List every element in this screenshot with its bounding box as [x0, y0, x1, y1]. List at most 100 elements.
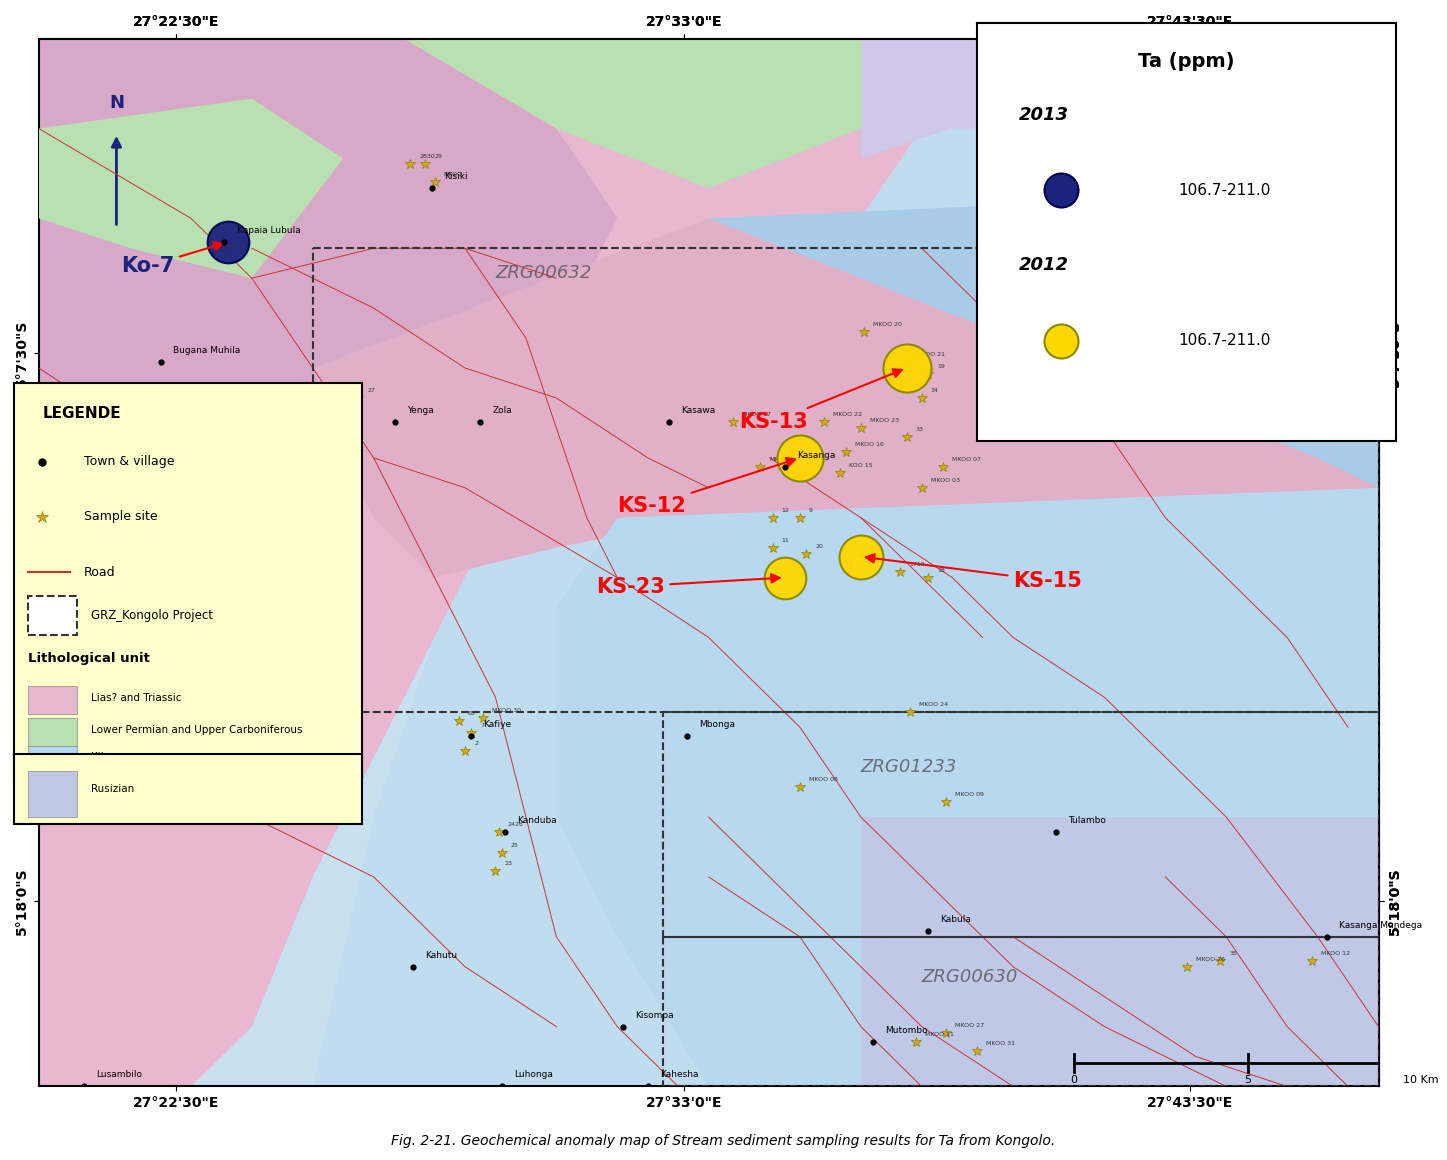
- Text: ZRG00630: ZRG00630: [922, 967, 1019, 986]
- Text: Mbonga: Mbonga: [699, 720, 735, 730]
- Text: 33: 33: [916, 427, 923, 432]
- Text: Lias? and Triassic: Lias? and Triassic: [91, 694, 181, 703]
- Text: MKOO 24: MKOO 24: [919, 702, 948, 708]
- Text: 2830: 2830: [420, 154, 436, 159]
- Text: 18: 18: [938, 567, 945, 573]
- Text: MKOO 30: MKOO 30: [492, 709, 521, 713]
- Text: Kasanga Mundega: Kasanga Mundega: [1338, 921, 1422, 930]
- Bar: [663, 937, 1379, 1087]
- Text: 21: 21: [858, 552, 865, 558]
- Text: Bugana Lumbu: Bugana Lumbu: [1299, 346, 1367, 355]
- Text: Ko-7: Ko-7: [122, 242, 223, 276]
- Bar: [29, 746, 77, 774]
- Text: Tulambo: Tulambo: [1068, 815, 1106, 825]
- Text: 0: 0: [1071, 1075, 1078, 1086]
- Text: 2: 2: [475, 741, 478, 746]
- Text: 106.7-211.0: 106.7-211.0: [1178, 183, 1270, 197]
- Text: MKOO 31: MKOO 31: [985, 1041, 1014, 1045]
- Text: MKOO 09: MKOO 09: [955, 792, 984, 797]
- Text: MKOO 20: MKOO 20: [873, 322, 901, 327]
- Text: Zola: Zola: [492, 406, 512, 415]
- Text: MKOO 26: MKOO 26: [1195, 957, 1224, 962]
- Bar: [663, 712, 1379, 937]
- Text: 9: 9: [809, 508, 813, 513]
- Bar: [29, 687, 77, 715]
- Text: Kanduba: Kanduba: [517, 815, 557, 825]
- Text: Kasanga: Kasanga: [797, 451, 835, 459]
- Text: Luhonga: Luhonga: [514, 1071, 553, 1080]
- Point: [216, 233, 239, 252]
- Point: [894, 358, 917, 377]
- Text: KS-12: KS-12: [618, 458, 794, 516]
- Text: Lusambilo: Lusambilo: [97, 1071, 143, 1080]
- Polygon shape: [39, 38, 618, 578]
- Text: 19: 19: [938, 364, 945, 369]
- Text: Road: Road: [84, 566, 116, 579]
- Polygon shape: [313, 218, 1379, 578]
- Text: MKOO 11: MKOO 11: [925, 1031, 954, 1037]
- Text: KS-13: KS-13: [739, 369, 901, 432]
- Text: Sample site: Sample site: [84, 510, 158, 523]
- Text: Mutombo: Mutombo: [886, 1025, 928, 1035]
- Text: Kisiki: Kisiki: [444, 173, 467, 181]
- Text: GRZ_Kongolo Project: GRZ_Kongolo Project: [91, 609, 213, 622]
- Text: 12: 12: [781, 508, 790, 513]
- Text: ZRG01233: ZRG01233: [861, 759, 958, 776]
- Bar: [29, 596, 77, 636]
- Polygon shape: [313, 129, 1379, 1087]
- Polygon shape: [556, 487, 1379, 1087]
- Text: MKOO 17: MKOO 17: [742, 412, 771, 416]
- Point: [1049, 181, 1072, 200]
- Text: Ta (ppm): Ta (ppm): [1139, 52, 1234, 72]
- Text: Lower Permian and Upper Carboniferous: Lower Permian and Upper Carboniferous: [91, 725, 302, 735]
- Text: Fig. 2-21. Geochemical anomaly map of Stream sediment sampling results for Ta fr: Fig. 2-21. Geochemical anomaly map of St…: [391, 1134, 1056, 1148]
- Text: 35: 35: [1230, 951, 1237, 956]
- Text: 34: 34: [930, 387, 939, 393]
- Text: Kabula: Kabula: [941, 915, 971, 923]
- Text: 68: 68: [467, 711, 476, 716]
- Text: Kafiye: Kafiye: [483, 720, 511, 730]
- Text: ZRG00632: ZRG00632: [495, 264, 592, 282]
- Text: Kahesha: Kahesha: [660, 1071, 699, 1080]
- Text: MKOO 23: MKOO 23: [870, 418, 899, 423]
- Polygon shape: [861, 817, 1379, 1087]
- Polygon shape: [39, 99, 343, 278]
- Text: LEGENDE: LEGENDE: [42, 406, 122, 421]
- Text: KS-23: KS-23: [596, 574, 780, 596]
- Text: Bugana Muhila: Bugana Muhila: [172, 346, 240, 355]
- Text: 23: 23: [505, 861, 512, 867]
- Text: MKOO 22: MKOO 22: [833, 412, 862, 416]
- Text: 7: 7: [480, 723, 485, 728]
- Text: 27: 27: [368, 387, 376, 393]
- Text: MKOO 03: MKOO 03: [930, 478, 959, 483]
- Text: Kibaran: Kibaran: [91, 753, 132, 762]
- Text: Kahutu: Kahutu: [425, 951, 457, 959]
- Point: [773, 568, 796, 587]
- Text: 106.7-211.0: 106.7-211.0: [1178, 333, 1270, 348]
- Polygon shape: [39, 38, 922, 1087]
- Polygon shape: [39, 38, 1379, 188]
- Text: MKOO 08: MKOO 08: [809, 777, 838, 782]
- Text: Kasawa: Kasawa: [682, 406, 715, 415]
- Text: MKOO 07: MKOO 07: [952, 457, 981, 462]
- Text: MKO: MKO: [770, 457, 784, 462]
- Text: N: N: [109, 94, 124, 113]
- Text: 2426: 2426: [508, 822, 524, 827]
- Point: [1049, 332, 1072, 350]
- Text: MKOO 12: MKOO 12: [1321, 951, 1350, 956]
- Text: 29: 29: [434, 154, 443, 159]
- Text: Town & village: Town & village: [84, 455, 175, 469]
- Text: Kapaia Lubula: Kapaia Lubula: [237, 226, 301, 235]
- Polygon shape: [709, 188, 1379, 578]
- Text: 2012: 2012: [1019, 256, 1069, 275]
- Text: Kisompa: Kisompa: [635, 1010, 674, 1020]
- Text: MKOO 21: MKOO 21: [916, 351, 945, 357]
- Text: Lithological unit: Lithological unit: [29, 652, 150, 666]
- Text: Yenga: Yenga: [407, 406, 434, 415]
- Text: 10 Km: 10 Km: [1404, 1075, 1438, 1086]
- Bar: [313, 248, 1379, 712]
- Text: KS-15: KS-15: [865, 554, 1082, 590]
- Text: 25: 25: [511, 843, 518, 848]
- Point: [849, 548, 873, 566]
- Bar: [29, 718, 77, 746]
